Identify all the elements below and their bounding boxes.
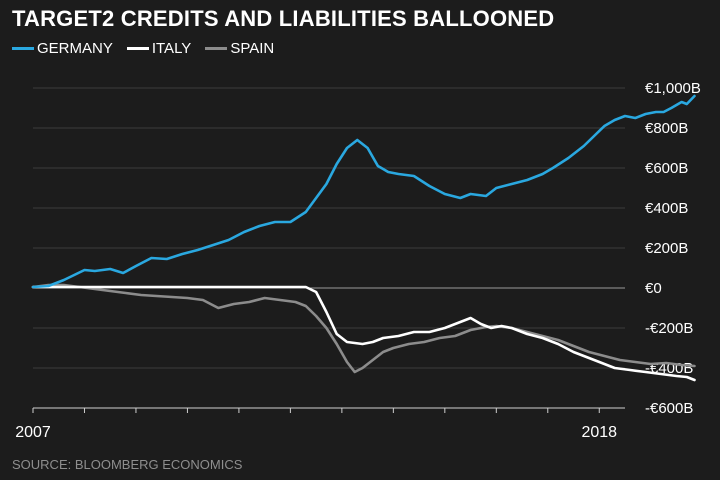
legend-item-italy: ITALY [126, 40, 192, 57]
legend: GERMANY ITALY SPAIN [12, 40, 274, 57]
y-tick-label: €400B [645, 200, 688, 217]
y-tick-label: -€200B [645, 320, 693, 337]
legend-label-germany: GERMANY [37, 40, 113, 57]
x-tick-label: 2018 [581, 424, 617, 441]
legend-item-germany: GERMANY [12, 40, 113, 57]
series-line-germany [31, 94, 696, 289]
legend-item-spain: SPAIN [205, 40, 274, 57]
series-line-spain [31, 283, 696, 374]
x-tick-label: 2007 [15, 424, 51, 441]
legend-swatch-spain [205, 47, 228, 50]
legend-swatch-italy [126, 47, 149, 50]
y-tick-label: -€600B [645, 400, 693, 417]
y-tick-label: €0 [645, 280, 662, 297]
series-line-italy [31, 285, 696, 382]
y-tick-label: €800B [645, 120, 688, 137]
y-tick-label: €200B [645, 240, 688, 257]
legend-swatch-germany [12, 47, 34, 50]
y-tick-label: €600B [645, 160, 688, 177]
y-tick-label: €1,000B [645, 80, 701, 97]
chart-title: TARGET2 CREDITS AND LIABILITIES BALLOONE… [12, 6, 555, 31]
legend-label-spain: SPAIN [230, 40, 275, 57]
legend-label-italy: ITALY [151, 40, 192, 57]
source-note: SOURCE: BLOOMBERG ECONOMICS [12, 457, 243, 472]
